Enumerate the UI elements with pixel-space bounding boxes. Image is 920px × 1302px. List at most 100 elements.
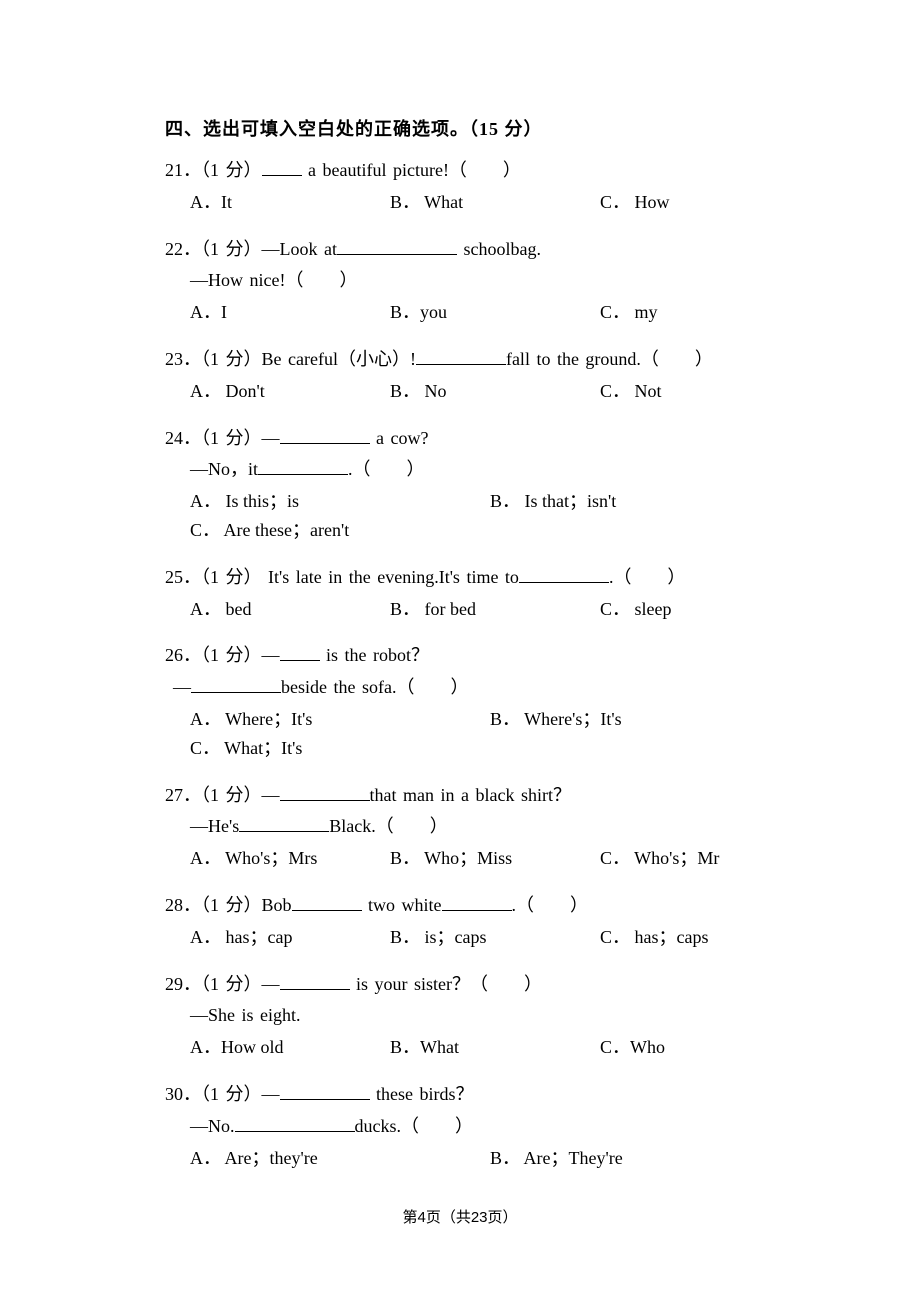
q-text: .（ ）: [609, 567, 686, 587]
question-line2: —No. ducks.（ ）: [165, 1112, 780, 1141]
question-text: 30．（1 分）— these birds？: [165, 1080, 780, 1109]
question-22: 22．（1 分）—Look at schoolbag. —How nice!（ …: [165, 235, 780, 327]
q-pts: （1 分）: [201, 974, 262, 994]
q-num: 25: [165, 567, 183, 587]
q-text: ducks.（ ）: [355, 1116, 474, 1136]
question-text: 24．（1 分）— a cow?: [165, 424, 780, 453]
q-text: —: [173, 677, 191, 697]
question-29: 29．（1 分）— is your sister？（ ） —She is eig…: [165, 970, 780, 1062]
q-pts: （1 分）: [201, 645, 262, 665]
option-a: A． Where；It's: [190, 705, 490, 734]
q-num: 28: [165, 895, 183, 915]
option-b: B． What: [390, 188, 600, 217]
blank: [442, 910, 512, 911]
blank: [280, 443, 370, 444]
q-text: —No.: [190, 1116, 235, 1136]
question-text: 29．（1 分）— is your sister？（ ）: [165, 970, 780, 999]
option-b: B． No: [390, 377, 600, 406]
footer-post: 页）: [488, 1210, 518, 1226]
q-pts: （1 分）: [201, 349, 262, 369]
option-c: C．Who: [600, 1033, 780, 1062]
question-27: 27．（1 分）—that man in a black shirt？ —He'…: [165, 781, 780, 873]
option-b: B． Are；They're: [490, 1144, 780, 1173]
q-text: a beautiful picture!（ ）: [302, 160, 521, 180]
section-title: 四、选出可填入空白处的正确选项。（15 分）: [165, 115, 780, 141]
option-a: A． Don't: [190, 377, 390, 406]
options-row1: A． Where；It's B． Where's；It's: [165, 705, 780, 734]
q-text: beside the sofa.（ ）: [281, 677, 468, 697]
option-c: C． Are these；aren't: [190, 516, 349, 545]
question-24: 24．（1 分）— a cow? —No，it.（ ） A． Is this；i…: [165, 424, 780, 545]
q-pts: （1 分）: [201, 428, 262, 448]
blank: [239, 831, 329, 832]
q-text: —No，it: [190, 459, 258, 479]
q-text: is your sister？（ ）: [350, 974, 543, 994]
q-num: 29: [165, 974, 183, 994]
option-c: C． How: [600, 188, 780, 217]
q-text: —: [262, 1084, 280, 1104]
options: A．It B． What C． How: [165, 188, 780, 217]
option-b: B． Where's；It's: [490, 705, 780, 734]
question-21: 21．（1 分） a beautiful picture!（ ） A．It B．…: [165, 156, 780, 217]
question-23: 23．（1 分）Be careful（小心）!fall to the groun…: [165, 345, 780, 406]
q-text: two white: [362, 895, 442, 915]
q-text: —He's: [190, 816, 239, 836]
blank: [292, 910, 362, 911]
q-num: 21: [165, 160, 183, 180]
options: A． Don't B． No C． Not: [165, 377, 780, 406]
option-b: B． for bed: [390, 595, 600, 624]
option-a: A．How old: [190, 1033, 390, 1062]
q-num: 27: [165, 785, 183, 805]
question-text: 26．（1 分）— is the robot？: [165, 641, 780, 670]
question-line2: — beside the sofa.（ ）: [165, 673, 780, 702]
question-25: 25．（1 分） It's late in the evening.It's t…: [165, 563, 780, 624]
q-text: —Look at: [262, 239, 338, 259]
footer-total: 23: [471, 1209, 488, 1226]
q-text: —: [262, 645, 280, 665]
question-text: 23．（1 分）Be careful（小心）!fall to the groun…: [165, 345, 780, 374]
option-c: C． sleep: [600, 595, 780, 624]
option-a: A． bed: [190, 595, 390, 624]
blank: [280, 1099, 370, 1100]
question-26: 26．（1 分）— is the robot？ —beside the sofa…: [165, 641, 780, 762]
options: A． bed B． for bed C． sleep: [165, 595, 780, 624]
question-text: 21．（1 分） a beautiful picture!（ ）: [165, 156, 780, 185]
blank: [280, 660, 320, 661]
question-text: 22．（1 分）—Look at schoolbag.: [165, 235, 780, 264]
q-num: 23: [165, 349, 183, 369]
option-b: B．you: [390, 298, 600, 327]
blank: [416, 364, 506, 365]
blank: [258, 474, 348, 475]
blank: [235, 1131, 355, 1132]
q-pts: （1 分）: [201, 895, 262, 915]
q-num: 26: [165, 645, 183, 665]
options: A． Are；they're B． Are；They're: [165, 1144, 780, 1173]
blank: [191, 692, 281, 693]
options: A． has；cap B． is；caps C． has；caps: [165, 923, 780, 952]
question-line2: —She is eight.: [165, 1001, 780, 1030]
option-b: B． is；caps: [390, 923, 600, 952]
options: A．I B．you C． my: [165, 298, 780, 327]
option-a: A．I: [190, 298, 390, 327]
options-row2: C． What；It's: [165, 734, 780, 763]
q-pts: （1 分）: [201, 785, 262, 805]
option-a: A． Is this；is: [190, 487, 490, 516]
page-footer: 第4页（共23页）: [0, 1206, 920, 1227]
option-a: A． Who's；Mrs: [190, 844, 390, 873]
question-text: 27．（1 分）—that man in a black shirt？: [165, 781, 780, 810]
option-c: C． Who's；Mr: [600, 844, 780, 873]
option-c: C． What；It's: [190, 734, 302, 763]
q-pts: （1 分）: [201, 160, 262, 180]
q-pts: （1 分）: [201, 567, 262, 587]
q-text: that man in a black shirt？: [370, 785, 571, 805]
option-b: B．What: [390, 1033, 600, 1062]
footer-pre: 第: [402, 1210, 417, 1226]
q-text: Black.（ ）: [329, 816, 448, 836]
option-a: A．It: [190, 188, 390, 217]
q-text: fall to the ground.（ ）: [506, 349, 713, 369]
question-text: 25．（1 分） It's late in the evening.It's t…: [165, 563, 780, 592]
q-text: —: [262, 785, 280, 805]
question-30: 30．（1 分）— these birds？ —No. ducks.（ ） A． …: [165, 1080, 780, 1172]
q-num: 22: [165, 239, 183, 259]
q-num: 30: [165, 1084, 183, 1104]
